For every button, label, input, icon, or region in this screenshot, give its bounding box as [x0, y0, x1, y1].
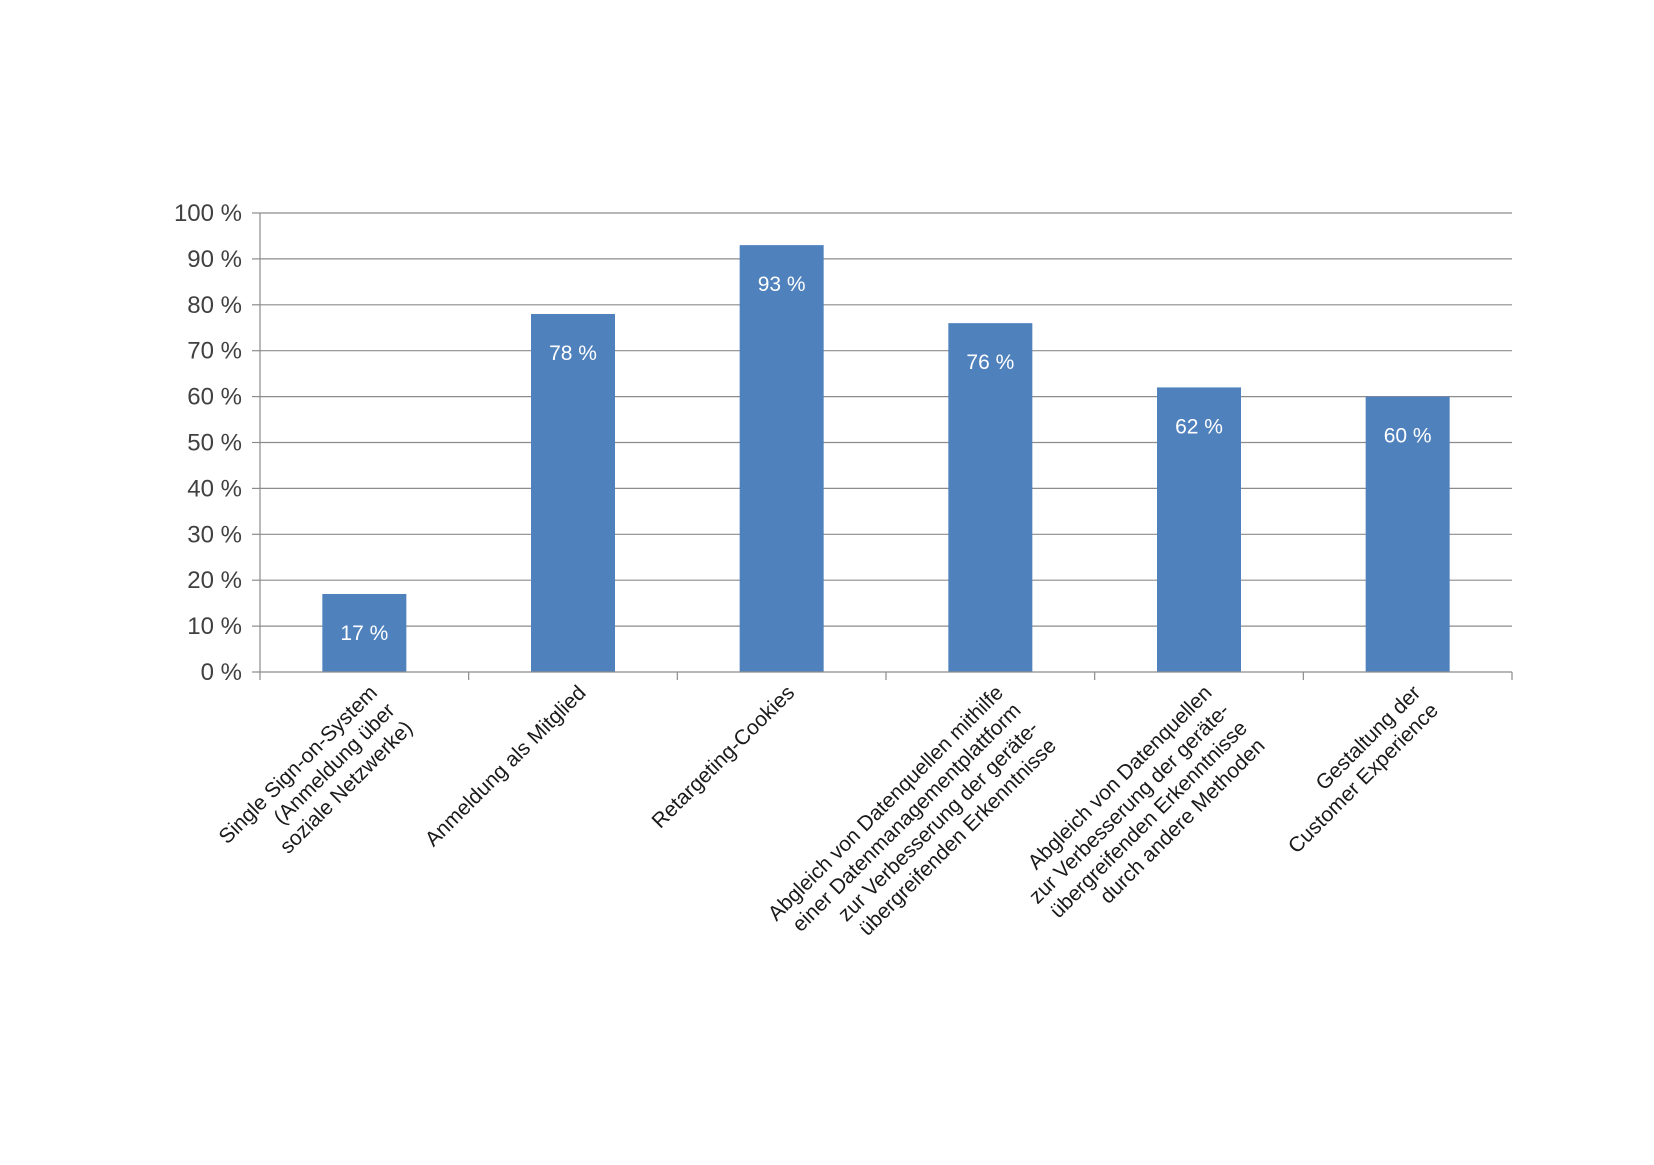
bar [1157, 387, 1241, 672]
data-label: 78 % [549, 342, 597, 365]
x-category-label-line: Anmeldung als Mitglied [421, 681, 591, 851]
y-tick-label: 0 % [201, 659, 242, 686]
y-tick-label: 20 % [187, 567, 242, 594]
y-tick-label: 40 % [187, 475, 242, 502]
y-tick-label: 50 % [187, 430, 242, 457]
data-label: 76 % [966, 351, 1014, 374]
axes [252, 212, 1513, 680]
x-category-label-line: Customer Experience [1284, 699, 1443, 858]
x-category-label: Retargeting-Cookies [648, 681, 800, 833]
x-category-label: Anmeldung als Mitglied [421, 681, 591, 851]
x-category-label: Gestaltung derCustomer Experience [1266, 681, 1443, 858]
y-tick-label: 80 % [187, 292, 242, 319]
gridlines [260, 212, 1512, 627]
x-category-label: Single Sign-on-System(Anmeldung übersozi… [215, 681, 418, 884]
bar [531, 313, 615, 672]
x-category-label: Abgleich von Datenquellenzur Verbesserun… [1007, 681, 1269, 943]
y-tick-label: 90 % [187, 246, 242, 273]
data-label: 17 % [340, 622, 388, 645]
data-label: 60 % [1384, 425, 1432, 448]
x-category-label: Abgleich von Datenquellen mithilfeeiner … [764, 681, 1061, 978]
data-label: 62 % [1175, 415, 1223, 438]
x-category-label-line: Retargeting-Cookies [648, 681, 800, 833]
bar [739, 245, 824, 672]
y-tick-label: 60 % [187, 384, 242, 411]
y-tick-label: 70 % [187, 338, 242, 365]
y-tick-label: 10 % [187, 613, 242, 640]
bar [1365, 396, 1450, 672]
bars [322, 245, 1450, 672]
y-tick-label: 100 % [174, 200, 242, 227]
data-label: 93 % [758, 273, 806, 296]
bar [948, 323, 1033, 672]
bar [322, 593, 407, 672]
y-tick-label: 30 % [187, 521, 242, 548]
